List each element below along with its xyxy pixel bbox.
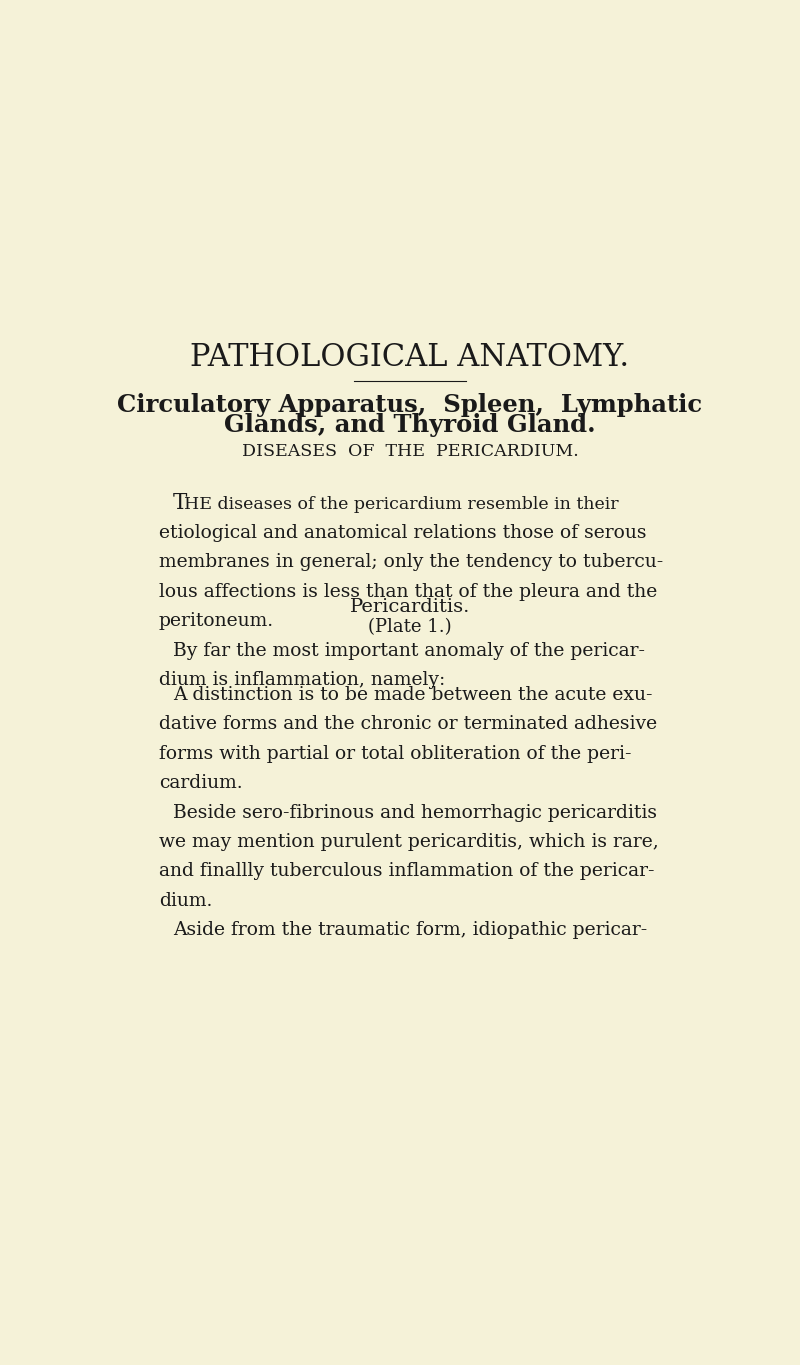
Text: DISEASES  OF  THE  PERICARDIUM.: DISEASES OF THE PERICARDIUM.: [242, 444, 578, 460]
Text: Glands, and Thyroid Gland.: Glands, and Thyroid Gland.: [224, 412, 596, 437]
Text: Pericarditis.: Pericarditis.: [350, 598, 470, 616]
Text: forms with partial or total obliteration of the peri-: forms with partial or total obliteration…: [159, 745, 631, 763]
Text: HE diseases of the pericardium resemble in their: HE diseases of the pericardium resemble …: [184, 495, 618, 512]
Text: dative forms and the chronic or terminated adhesive: dative forms and the chronic or terminat…: [159, 715, 657, 733]
Text: dium is inflammation, namely:: dium is inflammation, namely:: [159, 672, 445, 689]
Text: cardium.: cardium.: [159, 774, 242, 792]
Text: Beside sero-fibrinous and hemorrhagic pericarditis: Beside sero-fibrinous and hemorrhagic pe…: [173, 804, 657, 822]
Text: T: T: [173, 491, 187, 513]
Text: lous affections is less than that of the pleura and the: lous affections is less than that of the…: [159, 583, 657, 601]
Text: dium.: dium.: [159, 891, 212, 910]
Text: we may mention purulent pericarditis, which is rare,: we may mention purulent pericarditis, wh…: [159, 833, 658, 850]
Text: A distinction is to be made between the acute exu-: A distinction is to be made between the …: [173, 685, 653, 704]
Text: By far the most important anomaly of the pericar-: By far the most important anomaly of the…: [173, 642, 645, 659]
Text: membranes in general; only the tendency to tubercu-: membranes in general; only the tendency …: [159, 553, 663, 572]
Text: Circulatory Apparatus,  Spleen,  Lymphatic: Circulatory Apparatus, Spleen, Lymphatic: [118, 393, 702, 416]
Text: Aside from the traumatic form, idiopathic pericar-: Aside from the traumatic form, idiopathi…: [173, 921, 647, 939]
Text: and finallly tuberculous inflammation of the pericar-: and finallly tuberculous inflammation of…: [159, 863, 654, 880]
Text: peritoneum.: peritoneum.: [159, 613, 274, 631]
Text: (Plate 1.): (Plate 1.): [368, 618, 452, 636]
Text: etiological and anatomical relations those of serous: etiological and anatomical relations tho…: [159, 524, 646, 542]
Text: PATHOLOGICAL ANATOMY.: PATHOLOGICAL ANATOMY.: [190, 341, 630, 373]
